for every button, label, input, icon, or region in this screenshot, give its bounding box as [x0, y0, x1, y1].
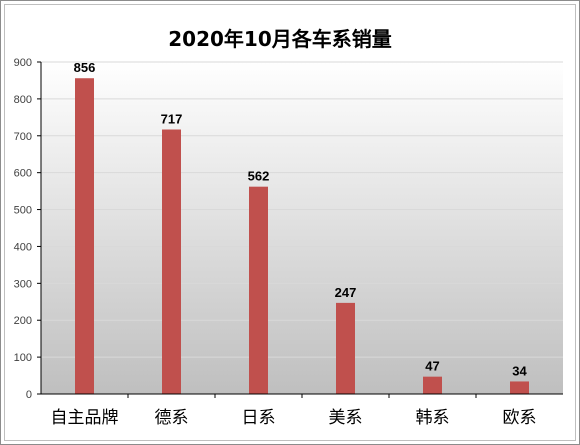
- x-tick-label: 欧系: [503, 408, 537, 428]
- x-tick-label: 韩系: [416, 408, 450, 428]
- y-tick-label: 700: [14, 131, 32, 143]
- gridlines: [41, 61, 563, 358]
- y-tick-label: 900: [14, 57, 32, 69]
- bar: [336, 302, 355, 394]
- y-tick-label: 400: [14, 241, 32, 253]
- chart-frame-inner: [4, 4, 576, 441]
- x-tick-label: 德系: [155, 408, 189, 428]
- data-label: 34: [512, 363, 527, 378]
- y-tick-label: 200: [14, 315, 32, 327]
- x-tick-label: 自主品牌: [51, 408, 119, 428]
- y-tick-label: 100: [14, 352, 32, 364]
- y-tick-label: 500: [14, 205, 32, 217]
- bar: [75, 78, 94, 394]
- chart-title: 2020年10月各车系销量: [168, 27, 392, 51]
- data-label: 856: [74, 60, 96, 75]
- x-tick-label: 日系: [242, 408, 276, 428]
- y-tick-label: 300: [14, 278, 32, 290]
- data-label: 717: [161, 112, 183, 127]
- bar: [162, 129, 181, 395]
- y-tick-label: 800: [14, 94, 32, 106]
- y-tick-label: 600: [14, 168, 32, 180]
- labels: 0 100 200 300 400 500 600 700 800 900 856 自主品牌 717 德系…: [14, 57, 537, 428]
- bar: [510, 381, 529, 394]
- data-label: 247: [335, 285, 357, 300]
- y-tick-label: 0: [26, 389, 32, 401]
- axes: [37, 61, 563, 398]
- bar: [423, 376, 442, 394]
- bar: [249, 186, 268, 394]
- data-label: 562: [248, 169, 270, 184]
- x-tick-label: 美系: [329, 408, 363, 428]
- bars: [75, 78, 529, 395]
- data-label: 47: [425, 359, 439, 374]
- plot-area: [41, 62, 563, 394]
